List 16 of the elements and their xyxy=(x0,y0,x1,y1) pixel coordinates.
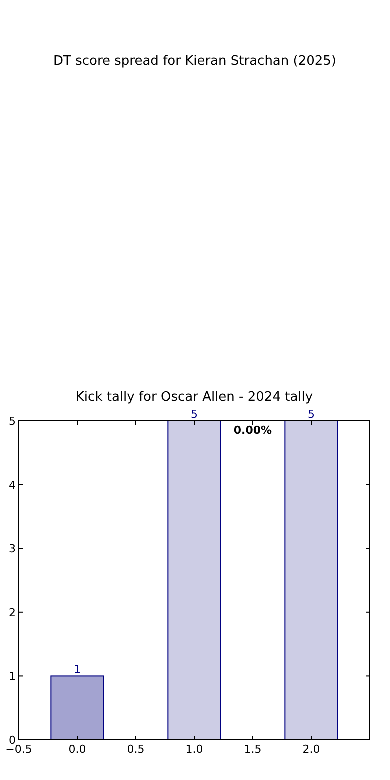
data-label: 5 xyxy=(308,408,315,421)
y-tick-label: 4 xyxy=(9,478,16,492)
y-tick-label: 5 xyxy=(9,415,16,428)
text: DT score spread for Kieran Strachan (2025) xyxy=(53,54,337,69)
data-label: 1 xyxy=(74,663,81,676)
x-tick-label: 1.0 xyxy=(186,743,204,756)
x-tick-label: 1.5 xyxy=(244,743,262,756)
y-tick-label: 2 xyxy=(9,606,16,620)
y-tick-label: 1 xyxy=(9,670,16,684)
annotation: 0.00% xyxy=(234,424,272,437)
chart-title: Kick tally for Oscar Allen - 2024 tally xyxy=(76,390,314,405)
data-label: 5 xyxy=(191,408,198,421)
x-tick-label: 2.0 xyxy=(302,743,320,756)
x-tick-label: 0.5 xyxy=(127,743,145,756)
y-tick-label: 3 xyxy=(9,542,16,556)
x-tick-label: 0.0 xyxy=(68,743,86,756)
